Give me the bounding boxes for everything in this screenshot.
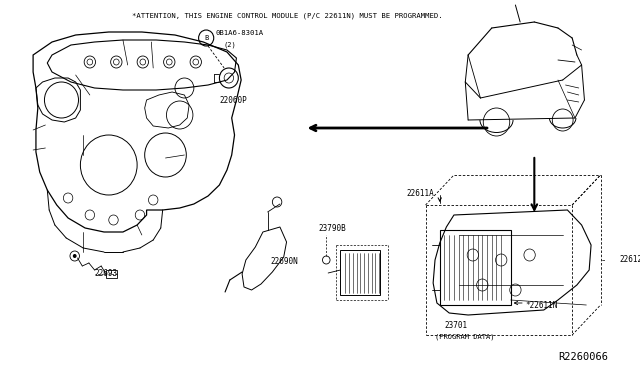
Text: 23790B: 23790B (319, 224, 346, 233)
Text: 0B1A6-8301A: 0B1A6-8301A (216, 30, 264, 36)
Text: 22612: 22612 (620, 256, 640, 264)
Text: 22060P: 22060P (220, 96, 247, 105)
Circle shape (73, 254, 77, 258)
Text: *22611N: *22611N (525, 301, 557, 310)
Text: *ATTENTION, THIS ENGINE CONTROL MODULE (P/C 22611N) MUST BE PROGRAMMED.: *ATTENTION, THIS ENGINE CONTROL MODULE (… (132, 12, 443, 19)
Bar (106, 270, 117, 278)
Text: R2260066: R2260066 (558, 352, 608, 362)
Text: (PROGRAM DATA): (PROGRAM DATA) (435, 334, 495, 340)
Text: 22690N: 22690N (271, 257, 298, 266)
Text: B: B (204, 35, 208, 41)
Text: 23701: 23701 (445, 321, 468, 330)
Bar (340, 250, 380, 295)
Bar (440, 230, 511, 305)
Text: 22693: 22693 (95, 269, 118, 279)
Text: 22611A: 22611A (406, 189, 435, 198)
Text: (2): (2) (223, 42, 236, 48)
